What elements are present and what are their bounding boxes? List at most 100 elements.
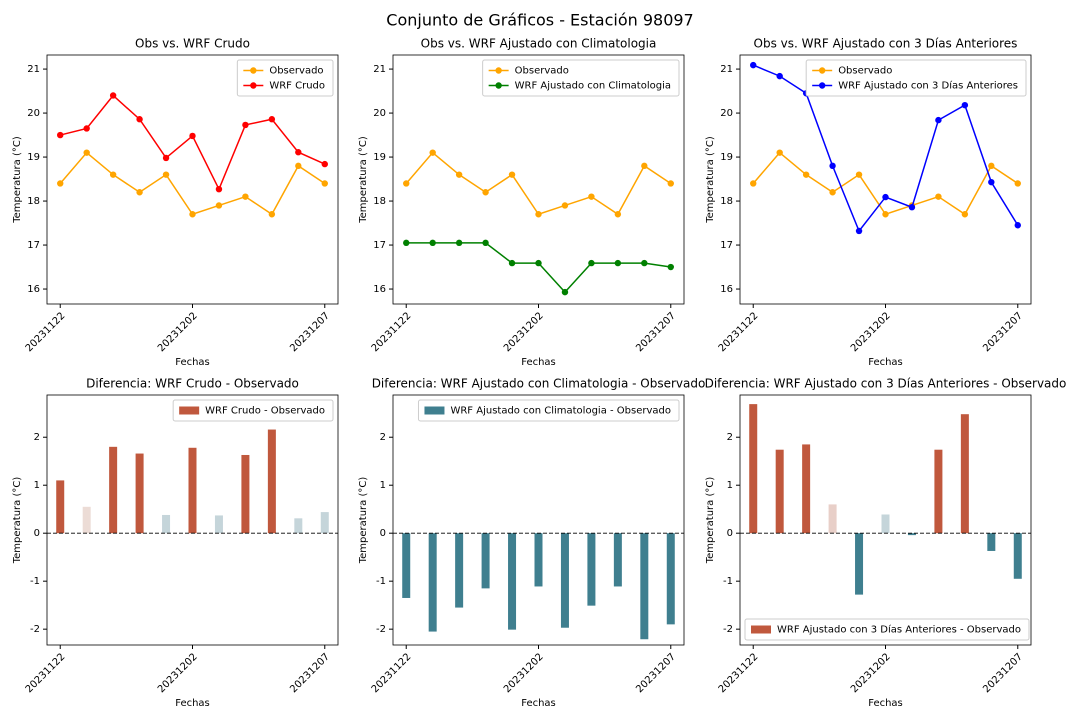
- bar: [987, 533, 996, 551]
- x-axis-label: Fechas: [521, 698, 556, 709]
- data-point: [482, 239, 489, 247]
- data-point: [109, 171, 117, 178]
- data-point: [935, 193, 942, 200]
- data-point: [750, 180, 757, 187]
- data-point: [136, 116, 143, 123]
- bar: [560, 533, 569, 628]
- y-axis-label: Temperatura (°C): [358, 136, 369, 224]
- bar: [828, 504, 837, 534]
- y-tick-label: -1: [376, 576, 386, 587]
- bar: [934, 449, 943, 534]
- data-point: [641, 259, 648, 267]
- data-point: [57, 180, 64, 187]
- data-point: [109, 92, 117, 99]
- legend-swatch: [179, 406, 200, 415]
- y-tick-label: 1: [34, 480, 40, 491]
- data-point: [242, 193, 249, 200]
- data-point: [268, 116, 276, 123]
- y-tick-label: 18: [720, 196, 733, 207]
- y-tick-label: -1: [30, 576, 40, 587]
- legend: WRF Ajustado con 3 Días Anteriores - Obs…: [744, 618, 1030, 641]
- data-point: [321, 180, 328, 187]
- data-point: [802, 171, 810, 178]
- data-point: [776, 72, 783, 80]
- data-point: [667, 180, 674, 187]
- x-axis-label: Fechas: [521, 357, 556, 368]
- data-point: [535, 211, 542, 218]
- x-axis-label: Fechas: [175, 698, 210, 709]
- data-point: [1014, 180, 1021, 187]
- bar: [82, 506, 91, 534]
- data-point: [935, 116, 942, 124]
- data-point: [429, 149, 436, 156]
- bar: [214, 515, 223, 534]
- data-point: [614, 211, 622, 218]
- chart-title: Obs vs. WRF Ajustado con 3 Días Anterior…: [754, 37, 1018, 51]
- y-tick-label: 16: [720, 284, 733, 295]
- data-point: [641, 162, 648, 170]
- y-tick-label: 21: [27, 64, 40, 75]
- legend-box: [172, 399, 334, 422]
- data-point: [667, 263, 674, 271]
- data-point: [215, 202, 223, 209]
- y-tick-label: 16: [27, 284, 40, 295]
- legend-swatch: [424, 406, 445, 415]
- data-point: [829, 189, 836, 196]
- y-tick-label: -2: [376, 624, 386, 635]
- legend-box: [417, 399, 680, 422]
- y-axis-label: Temperatura (°C): [705, 136, 716, 224]
- data-point: [961, 101, 969, 109]
- legend-label: WRF Ajustado con Climatologia: [515, 81, 671, 92]
- y-axis-label: Temperatura (°C): [705, 477, 716, 565]
- data-point: [855, 171, 863, 178]
- bar: [56, 480, 65, 534]
- bar: [267, 429, 276, 534]
- y-tick-label: 0: [727, 528, 733, 539]
- bar: [402, 533, 411, 598]
- data-point: [455, 239, 463, 247]
- y-tick-label: 16: [373, 284, 386, 295]
- data-point: [189, 211, 196, 218]
- y-tick-label: 18: [373, 196, 386, 207]
- plot-frame: [739, 54, 1032, 305]
- y-tick-label: 17: [720, 240, 733, 251]
- bar: [666, 533, 675, 625]
- y-tick-label: 17: [27, 240, 40, 251]
- data-point: [482, 189, 489, 196]
- data-point: [776, 149, 783, 156]
- y-tick-label: -2: [30, 624, 40, 635]
- bar: [1013, 533, 1022, 579]
- y-tick-label: 20: [27, 108, 40, 119]
- plot-frame: [392, 394, 685, 646]
- data-point: [588, 193, 595, 200]
- y-tick-label: -2: [723, 624, 733, 635]
- data-point: [403, 180, 410, 187]
- data-point: [455, 171, 463, 178]
- legend-marker: [495, 82, 502, 89]
- legend-marker: [495, 67, 502, 74]
- legend-label: Observado: [269, 66, 323, 77]
- x-axis-label: Fechas: [868, 698, 903, 709]
- y-tick-label: 19: [720, 152, 733, 163]
- y-tick-label: 17: [373, 240, 386, 251]
- chart-title: Diferencia: WRF Ajustado con 3 Días Ante…: [705, 377, 1067, 391]
- data-point: [83, 149, 90, 156]
- data-point: [961, 211, 969, 218]
- data-point: [1014, 222, 1021, 229]
- y-tick-label: 18: [27, 196, 40, 207]
- bar: [109, 446, 118, 534]
- data-point: [588, 259, 595, 267]
- legend-marker: [818, 82, 826, 89]
- chart-title: Obs vs. WRF Ajustado con Climatologia: [421, 37, 657, 51]
- bar: [881, 514, 890, 534]
- data-point: [295, 149, 302, 156]
- data-point: [829, 162, 836, 170]
- data-point: [242, 121, 249, 129]
- data-point: [136, 189, 143, 196]
- bar: [188, 447, 197, 534]
- bar: [534, 533, 543, 587]
- y-tick-label: 1: [380, 480, 386, 491]
- bar: [907, 533, 916, 536]
- data-point: [429, 239, 436, 247]
